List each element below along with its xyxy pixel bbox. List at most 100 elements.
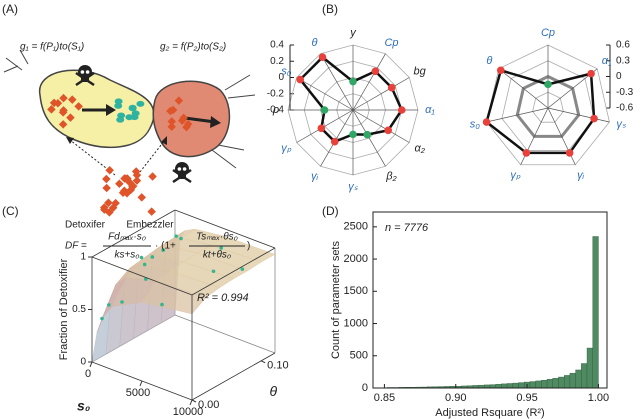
axis-label: ρ <box>272 104 279 116</box>
bar <box>529 381 536 389</box>
data-point <box>139 255 144 260</box>
product <box>114 98 123 105</box>
spoke <box>498 68 549 109</box>
tick-mark <box>189 399 193 406</box>
radar-point <box>371 67 380 76</box>
dotted-arrow <box>139 139 166 173</box>
bar <box>586 347 593 389</box>
flagella <box>3 49 29 73</box>
z-axis-label: Fraction of Detoxifier <box>58 258 70 360</box>
axis-label: bg <box>414 65 427 77</box>
arrow-head <box>210 116 221 128</box>
axis-label: α₂ <box>414 142 425 154</box>
x-tick-label: 5000 <box>126 387 150 399</box>
molecule <box>183 119 193 129</box>
arrow <box>184 116 216 124</box>
data-point <box>160 302 164 307</box>
box-edge <box>91 209 176 258</box>
radar-point <box>330 137 339 146</box>
molecule <box>147 207 156 216</box>
x-tick-label: 0.95 <box>516 392 537 404</box>
formula-part: · (1+ <box>155 241 176 252</box>
r-tick-label: 0.4 <box>270 40 284 51</box>
bar <box>501 383 508 389</box>
spoke <box>486 107 549 123</box>
axis-label: γᵢ <box>311 171 319 183</box>
panel-label: (C) <box>2 204 19 218</box>
axis-label: θ <box>312 37 318 49</box>
axis-label: γₛ <box>348 181 359 193</box>
grid-ring <box>501 60 595 151</box>
radar-point <box>397 106 406 114</box>
data-point <box>179 236 183 241</box>
formula-part: Fdₘₐₓ·s₀ <box>108 232 146 243</box>
spoke <box>352 109 386 167</box>
formula-part: Tsₘₐₓ·θs₀ <box>196 232 238 243</box>
bar <box>575 369 582 389</box>
molecule <box>132 176 142 185</box>
x-axis-label: s₀ <box>77 398 91 414</box>
molecule <box>59 106 68 115</box>
x-tick-label: 1.00 <box>588 392 609 404</box>
bar <box>552 378 559 389</box>
tick-mark <box>260 360 266 364</box>
spoke <box>547 107 610 123</box>
data-point <box>150 255 155 259</box>
y-tick-label: 0 <box>362 382 368 394</box>
surface-patch <box>141 280 207 315</box>
radar-point <box>296 75 305 84</box>
panel-label: (A) <box>2 2 18 16</box>
r-tick-label: -0.6 <box>616 103 634 114</box>
molecule <box>177 116 187 125</box>
r-tick-label: 0 <box>616 71 622 82</box>
arrow-head <box>106 104 116 116</box>
equation-label: g₁ = f(P₁)to(S₁) <box>20 42 84 53</box>
spoke <box>320 53 354 111</box>
formula-part: kt+θs₀ <box>203 250 231 261</box>
bar <box>581 363 588 389</box>
x-tick-label: 10000 <box>173 406 204 418</box>
grid-ring <box>532 91 564 123</box>
box-edge <box>174 314 276 354</box>
bar <box>563 375 571 389</box>
axis-label: Cp <box>384 37 398 49</box>
axis-label: θ <box>486 55 492 67</box>
molecule <box>137 193 146 202</box>
bar <box>506 383 514 389</box>
spoke <box>352 77 410 111</box>
y-tick-label: 2000 <box>344 253 368 265</box>
molecule <box>102 174 111 184</box>
axis-label: γₚ <box>510 169 521 181</box>
axis-label: Cp <box>541 27 555 39</box>
bar <box>495 384 502 389</box>
plot-frame <box>372 211 608 389</box>
r-tick-label: 0 <box>278 72 284 83</box>
r-tick-label: 0.3 <box>616 55 630 66</box>
r-tick-label: -0.2 <box>267 88 285 99</box>
diagram <box>3 49 256 217</box>
spoke <box>352 53 386 111</box>
panel-label: (D) <box>322 204 339 218</box>
molecule <box>53 99 63 108</box>
data-point <box>240 267 245 271</box>
radar-point <box>544 80 552 89</box>
r-tick-label: 0.2 <box>270 56 284 67</box>
molecule <box>102 183 111 193</box>
formula-part: ) <box>247 241 250 252</box>
molecule <box>121 174 131 183</box>
z-tick-label: 1 <box>80 252 86 263</box>
radar-point <box>363 130 372 139</box>
axis-label: y <box>349 27 357 39</box>
radar-point <box>317 124 326 133</box>
bar <box>541 380 548 389</box>
molecule <box>167 122 176 132</box>
product <box>117 112 126 119</box>
tick-mark <box>191 399 197 403</box>
bar <box>558 376 565 389</box>
bar <box>546 379 553 389</box>
molecule <box>132 170 142 180</box>
axis-label: γₚ <box>281 142 292 154</box>
x-axis-label: Adjusted Rsquare (R²) <box>435 407 544 419</box>
molecule <box>167 117 177 126</box>
